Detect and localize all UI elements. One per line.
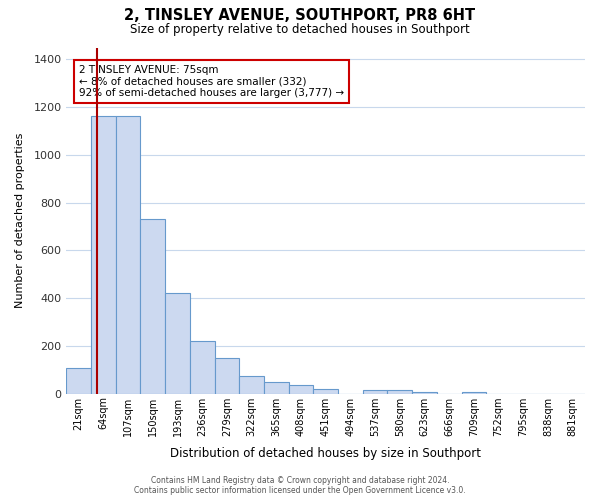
Bar [140,220,165,394]
Bar [190,341,215,394]
Bar [264,382,289,394]
Bar [289,386,313,394]
Bar [91,116,116,394]
Bar [67,368,91,394]
Bar [116,116,140,394]
Text: Size of property relative to detached houses in Southport: Size of property relative to detached ho… [130,22,470,36]
Bar [165,294,190,394]
Bar [313,389,338,394]
Bar [239,376,264,394]
Bar [388,390,412,394]
Y-axis label: Number of detached properties: Number of detached properties [15,133,25,308]
Text: 2 TINSLEY AVENUE: 75sqm
← 8% of detached houses are smaller (332)
92% of semi-de: 2 TINSLEY AVENUE: 75sqm ← 8% of detached… [79,65,344,98]
Bar [363,390,388,394]
X-axis label: Distribution of detached houses by size in Southport: Distribution of detached houses by size … [170,447,481,460]
Bar [215,358,239,394]
Bar [461,392,486,394]
Text: 2, TINSLEY AVENUE, SOUTHPORT, PR8 6HT: 2, TINSLEY AVENUE, SOUTHPORT, PR8 6HT [124,8,476,22]
Text: Contains HM Land Registry data © Crown copyright and database right 2024.
Contai: Contains HM Land Registry data © Crown c… [134,476,466,495]
Bar [412,392,437,394]
